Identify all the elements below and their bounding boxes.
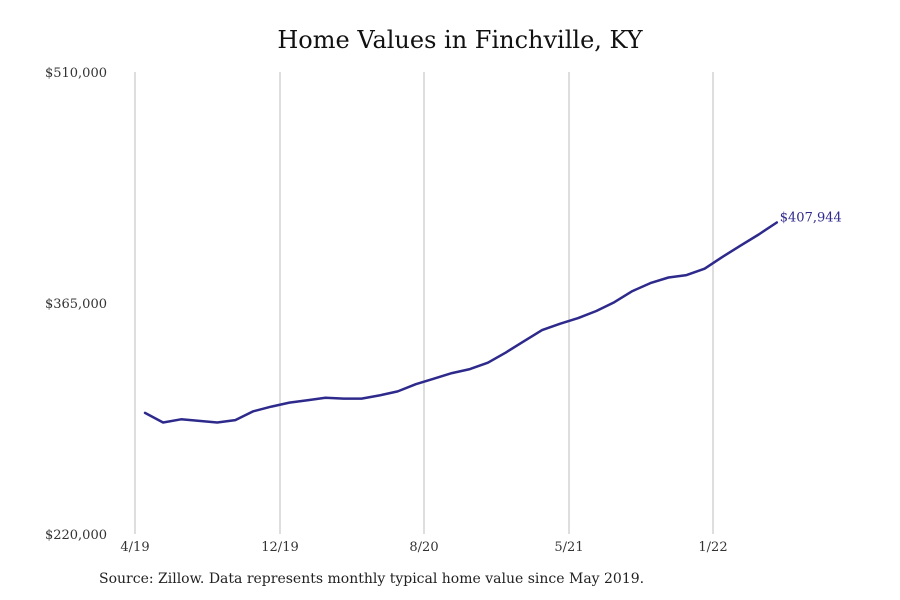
y-axis-tick-labels: $510,000 $365,000 $220,000 — [45, 66, 107, 543]
y-tick-label-1: $365,000 — [45, 297, 107, 312]
y-tick-label-2: $220,000 — [45, 528, 107, 543]
series-line — [143, 221, 779, 424]
series-layer — [143, 221, 779, 424]
y-tick-label-0: $510,000 — [45, 66, 107, 81]
end-value-label: $407,944 — [780, 211, 842, 226]
source-note: Source: Zillow. Data represents monthly … — [99, 571, 645, 587]
x-axis-tick-labels: 4/19 12/19 8/20 5/21 1/22 — [120, 540, 727, 555]
x-tick-label-3: 5/21 — [554, 540, 583, 555]
data-labels: $407,944 — [780, 211, 842, 226]
x-tick-label-4: 1/22 — [698, 540, 727, 555]
gridlines — [134, 72, 714, 534]
x-tick-label-0: 4/19 — [120, 540, 149, 555]
x-tick-label-2: 8/20 — [409, 540, 438, 555]
x-tick-label-1: 12/19 — [261, 540, 298, 555]
chart-title: Home Values in Finchville, KY — [277, 26, 643, 54]
